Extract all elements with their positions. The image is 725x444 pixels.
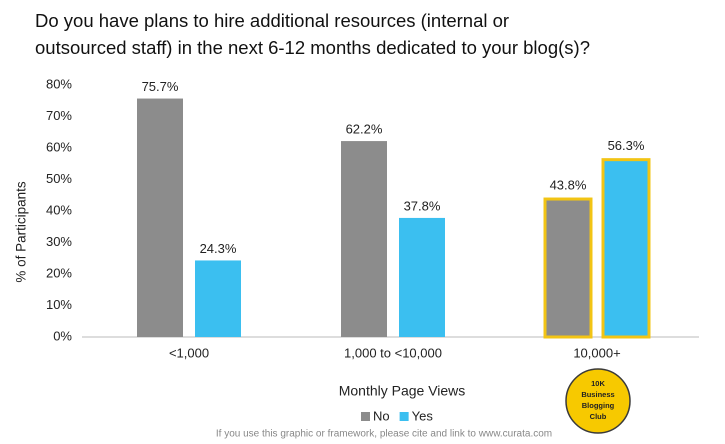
y-tick-label: 50% <box>46 171 72 186</box>
legend-label: Yes <box>412 408 434 423</box>
x-tick-label: <1,000 <box>169 345 209 360</box>
value-label: 24.3% <box>200 241 237 256</box>
bar <box>195 260 241 337</box>
badge-text: Club <box>590 412 607 421</box>
legend-swatch <box>399 412 409 421</box>
bar <box>543 197 593 339</box>
y-tick-label: 40% <box>46 202 72 217</box>
value-label: 62.2% <box>346 122 383 137</box>
chart-title: Do you have plans to hire additional res… <box>35 10 509 31</box>
x-tick-label: 1,000 to <10,000 <box>344 345 442 360</box>
value-label: 56.3% <box>608 138 645 153</box>
legend-label: No <box>373 408 390 423</box>
y-tick-label: 20% <box>46 265 72 280</box>
bar <box>137 98 183 337</box>
y-axis-label: % of Participants <box>14 181 29 283</box>
value-label: 43.8% <box>550 177 587 192</box>
y-tick-label: 30% <box>46 234 72 249</box>
chart-title: outsourced staff) in the next 6-12 month… <box>35 37 590 58</box>
badge-circle <box>565 368 631 434</box>
y-tick-label: 60% <box>46 139 72 154</box>
legend-swatch <box>361 412 370 421</box>
x-axis-label: Monthly Page Views <box>339 383 466 399</box>
bar <box>399 217 445 337</box>
badge-text: Blogging <box>582 401 615 410</box>
y-tick-label: 80% <box>46 76 72 91</box>
value-label: 75.7% <box>142 79 179 94</box>
y-tick-label: 10% <box>46 297 72 312</box>
x-tick-label: 10,000+ <box>573 345 620 360</box>
bar <box>341 141 387 337</box>
y-tick-label: 0% <box>53 328 72 343</box>
y-tick-label: 70% <box>46 108 72 123</box>
footnote: If you use this graphic or framework, pl… <box>216 429 552 440</box>
bar <box>601 158 651 339</box>
badge-text: Business <box>581 390 614 399</box>
badge-text: 10K <box>591 379 605 388</box>
value-label: 37.8% <box>404 198 441 213</box>
